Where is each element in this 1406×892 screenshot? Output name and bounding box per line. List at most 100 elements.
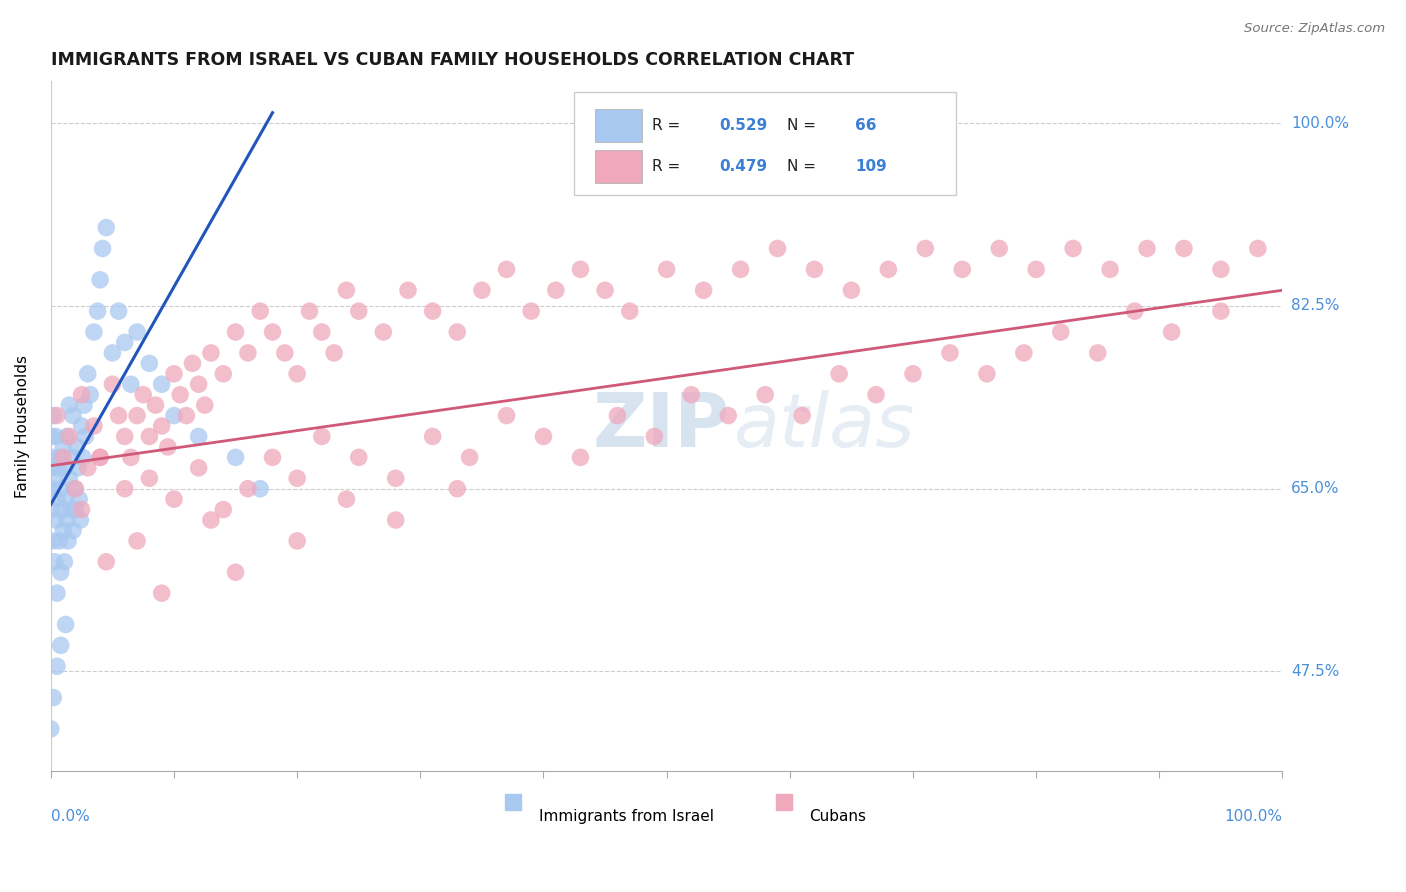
Point: [212, 367, 235, 381]
Text: N =: N =: [787, 118, 821, 133]
Point: [754, 387, 776, 401]
Point: [901, 367, 924, 381]
Point: [1099, 262, 1122, 277]
Point: [125, 325, 148, 339]
Point: [49, 639, 72, 653]
Point: [1160, 325, 1182, 339]
Point: [495, 262, 517, 277]
Point: [225, 450, 247, 465]
Point: [200, 513, 222, 527]
Point: [446, 325, 468, 339]
Point: [335, 492, 357, 507]
Point: [865, 387, 887, 401]
Point: [76, 367, 98, 381]
Point: [285, 367, 308, 381]
Point: [62, 524, 84, 538]
Point: [48, 450, 70, 465]
Text: 109: 109: [855, 160, 887, 174]
Bar: [595, 150, 643, 184]
Point: [67, 492, 90, 507]
Point: [384, 513, 406, 527]
Point: [730, 262, 752, 277]
Point: [347, 304, 370, 318]
Text: Immigrants from Israel: Immigrants from Israel: [538, 809, 714, 823]
Point: [138, 429, 160, 443]
Point: [46, 659, 69, 673]
Point: [335, 283, 357, 297]
Point: [792, 409, 814, 423]
Point: [49, 566, 72, 580]
Point: [72, 450, 94, 465]
Point: [606, 409, 628, 423]
Point: [150, 586, 173, 600]
Point: [58, 471, 80, 485]
Point: [274, 346, 297, 360]
Point: [51, 502, 73, 516]
Point: [107, 409, 129, 423]
Point: [79, 387, 101, 401]
Point: [163, 409, 186, 423]
Point: [45, 513, 67, 527]
Point: [495, 409, 517, 423]
Point: [49, 482, 72, 496]
Point: [187, 429, 209, 443]
Point: [58, 398, 80, 412]
Point: [225, 566, 247, 580]
Point: [39, 482, 62, 496]
Point: [877, 262, 900, 277]
Point: [41, 502, 63, 516]
Text: Source: ZipAtlas.com: Source: ZipAtlas.com: [1244, 22, 1385, 36]
Text: atlas: atlas: [734, 390, 915, 462]
Point: [63, 482, 86, 496]
Point: [262, 450, 284, 465]
Point: [471, 283, 494, 297]
Point: [132, 387, 155, 401]
Point: [212, 502, 235, 516]
Point: [692, 283, 714, 297]
Point: [187, 460, 209, 475]
Text: 66: 66: [855, 118, 876, 133]
Point: [83, 419, 105, 434]
Text: 0.479: 0.479: [720, 160, 768, 174]
Point: [446, 482, 468, 496]
Point: [70, 502, 93, 516]
Point: [48, 533, 70, 548]
Point: [46, 460, 69, 475]
Point: [643, 429, 665, 443]
Point: [187, 377, 209, 392]
Point: [41, 450, 63, 465]
Point: [56, 429, 79, 443]
Point: [101, 346, 124, 360]
Point: [544, 283, 567, 297]
Point: [1173, 242, 1195, 256]
Point: [44, 555, 66, 569]
Point: [69, 513, 91, 527]
Point: [58, 429, 80, 443]
Point: [311, 325, 333, 339]
Text: R =: R =: [652, 160, 685, 174]
Point: [225, 325, 247, 339]
Point: [828, 367, 851, 381]
Point: [285, 471, 308, 485]
Point: [200, 346, 222, 360]
Point: [323, 346, 346, 360]
Point: [83, 325, 105, 339]
Point: [114, 482, 136, 496]
Point: [950, 262, 973, 277]
Point: [569, 262, 592, 277]
Point: [89, 450, 111, 465]
Point: [114, 429, 136, 443]
Point: [169, 387, 191, 401]
Point: [803, 262, 825, 277]
Point: [59, 502, 82, 516]
FancyBboxPatch shape: [574, 92, 956, 195]
Point: [150, 377, 173, 392]
Point: [138, 471, 160, 485]
Point: [70, 419, 93, 434]
Point: [52, 450, 75, 465]
Point: [976, 367, 998, 381]
Point: [46, 586, 69, 600]
Point: [156, 440, 179, 454]
Point: [533, 429, 555, 443]
Point: [1012, 346, 1035, 360]
